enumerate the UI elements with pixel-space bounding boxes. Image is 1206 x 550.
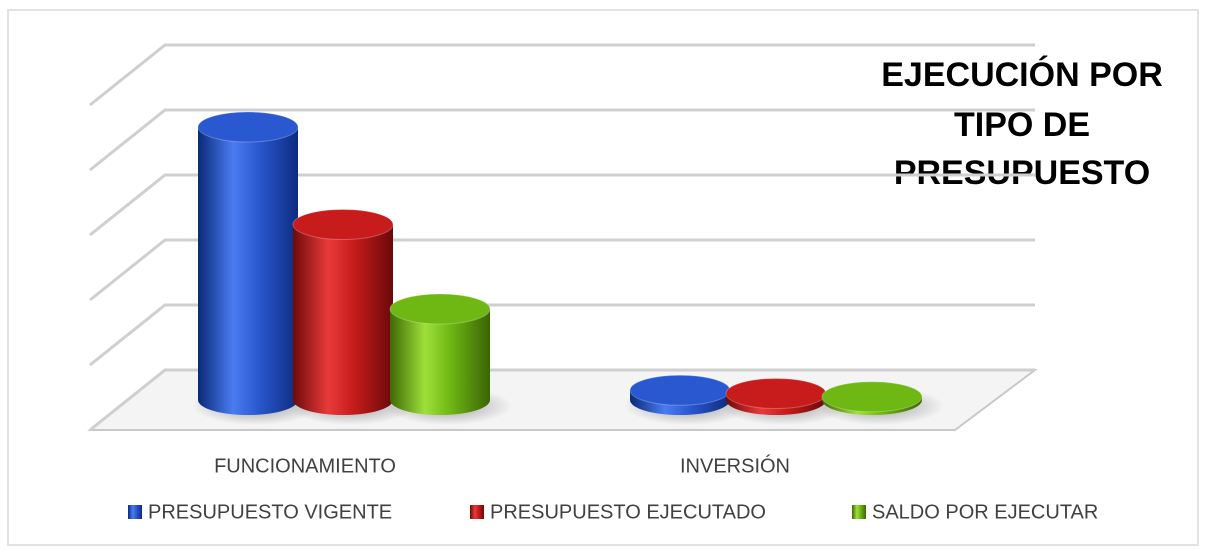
cylinder: [389, 293, 491, 415]
cylinder-top: [725, 378, 827, 409]
grid-line: [89, 368, 1035, 432]
frame: [7, 9, 1199, 546]
cylinder: [292, 209, 394, 415]
legend-swatch: [470, 505, 484, 519]
legend-label: PRESUPUESTO EJECUTADO: [490, 501, 766, 523]
cylinder-body: [198, 127, 298, 415]
cylinder-top: [821, 381, 923, 413]
x-tick-label: FUNCIONAMIENTO: [214, 455, 396, 477]
cylinder: [629, 374, 731, 415]
grid-line: [89, 238, 1035, 302]
grid-line: [89, 173, 1035, 237]
cylinder-body: [390, 309, 490, 415]
grid-line: [89, 108, 1035, 172]
cylinder-body: [293, 224, 393, 415]
cylinder-top: [292, 209, 394, 240]
grid-line: [89, 43, 1035, 107]
cylinder: [821, 381, 923, 415]
cylinder-top: [197, 111, 299, 143]
x-tick-label: INVERSIÓN: [680, 454, 790, 477]
legend-label: SALDO POR EJECUTAR: [872, 501, 1098, 523]
cylinder-top: [389, 293, 491, 325]
cylinder: [197, 111, 299, 415]
legend-swatch: [128, 505, 142, 519]
cylinder: [725, 378, 827, 415]
cylinder-top: [629, 374, 731, 406]
chart-title: PRESUPUESTO: [894, 154, 1150, 192]
chart-title: TIPO DE: [954, 106, 1090, 144]
legend-swatch: [852, 505, 866, 519]
chart-title: EJECUCIÓN POR: [881, 56, 1163, 94]
legend-label: PRESUPUESTO VIGENTE: [148, 501, 392, 523]
grid-line: [89, 303, 1035, 367]
